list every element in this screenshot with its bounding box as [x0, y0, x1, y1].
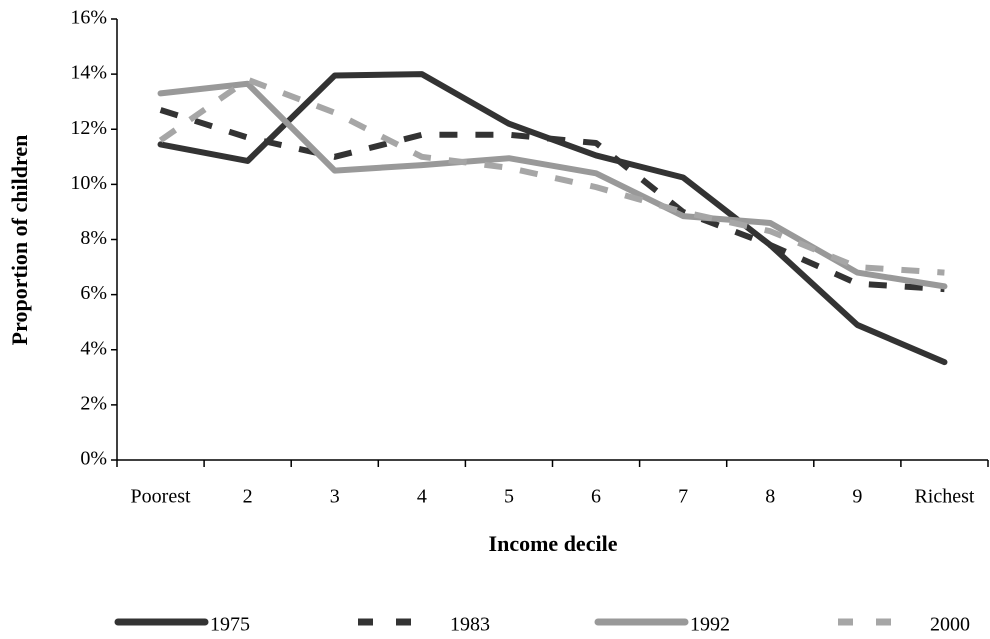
y-tick-label: 2%	[80, 392, 107, 414]
x-tick-label: 9	[852, 486, 862, 508]
x-tick-label: 3	[330, 486, 340, 508]
series-line	[158, 76, 945, 276]
legend-label: 2000	[930, 614, 970, 636]
legend-label: 1975	[210, 614, 250, 636]
y-tick-label: 4%	[80, 337, 107, 359]
x-tick-label: 5	[504, 486, 514, 508]
legend-label: 1983	[450, 614, 490, 636]
y-tick-label: 16%	[70, 7, 107, 29]
y-tick-label: 12%	[70, 117, 107, 139]
x-axis-title: Income decile	[489, 531, 618, 556]
x-tick-label: Richest	[914, 486, 974, 508]
y-tick-label: 14%	[70, 62, 107, 84]
x-tick-label: 7	[678, 486, 688, 508]
y-axis-title: Proportion of children	[7, 135, 32, 346]
x-tick-label: 8	[765, 486, 775, 508]
series-line	[159, 107, 945, 293]
y-tick-label: 6%	[80, 282, 107, 304]
legend-label: 1992	[690, 614, 730, 636]
y-tick-label: 10%	[70, 172, 107, 194]
x-tick-label: 4	[417, 486, 427, 508]
series-line	[157, 80, 948, 290]
y-tick-label: 8%	[80, 227, 107, 249]
x-tick-label: Poorest	[131, 486, 191, 508]
x-tick-label: 6	[591, 486, 601, 508]
y-tick-label: 0%	[80, 448, 107, 470]
x-tick-label: 2	[243, 486, 253, 508]
